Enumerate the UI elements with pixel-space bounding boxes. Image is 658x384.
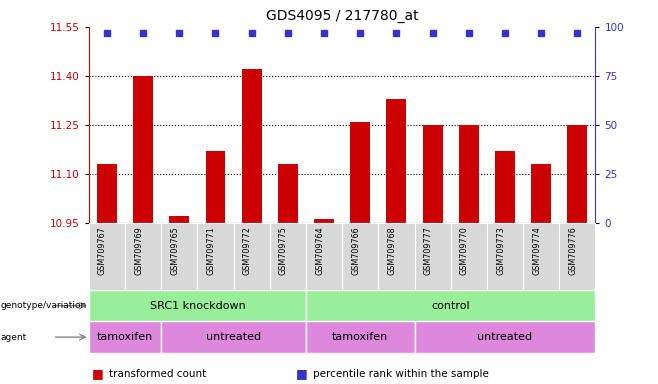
Text: GSM709773: GSM709773 — [496, 226, 505, 275]
Text: tamoxifen: tamoxifen — [97, 332, 153, 342]
Bar — [89, 223, 125, 290]
Bar — [386, 99, 407, 223]
Bar — [205, 151, 226, 223]
Text: GSM709771: GSM709771 — [207, 226, 216, 275]
Text: untreated: untreated — [206, 332, 261, 342]
Bar — [314, 219, 334, 223]
Text: GSM709775: GSM709775 — [279, 226, 288, 275]
Bar — [523, 223, 559, 290]
Bar — [278, 164, 298, 223]
Text: agent: agent — [1, 333, 27, 342]
Bar — [169, 216, 190, 223]
Bar — [350, 122, 370, 223]
Bar — [306, 290, 595, 321]
Text: GSM709768: GSM709768 — [388, 226, 396, 275]
Text: GSM709765: GSM709765 — [170, 226, 179, 275]
Bar — [161, 223, 197, 290]
Text: genotype/variation: genotype/variation — [1, 301, 87, 310]
Text: GSM709770: GSM709770 — [460, 226, 468, 275]
Text: GSM709769: GSM709769 — [134, 226, 143, 275]
Bar — [487, 223, 523, 290]
Text: GSM709777: GSM709777 — [424, 226, 433, 275]
Bar — [531, 164, 551, 223]
Text: tamoxifen: tamoxifen — [332, 332, 388, 342]
Bar — [89, 290, 306, 321]
Bar — [97, 164, 117, 223]
Bar — [89, 321, 161, 353]
Text: GSM709767: GSM709767 — [98, 226, 107, 275]
Bar — [422, 125, 443, 223]
Bar — [270, 223, 306, 290]
Text: ■: ■ — [92, 367, 104, 381]
Bar — [133, 76, 153, 223]
Text: percentile rank within the sample: percentile rank within the sample — [313, 369, 488, 379]
Bar — [306, 321, 415, 353]
Bar — [234, 223, 270, 290]
Text: GSM709774: GSM709774 — [532, 226, 541, 275]
Bar — [567, 125, 588, 223]
Title: GDS4095 / 217780_at: GDS4095 / 217780_at — [266, 9, 418, 23]
Bar — [459, 125, 479, 223]
Text: transformed count: transformed count — [109, 369, 206, 379]
Bar — [125, 223, 161, 290]
Text: control: control — [432, 301, 470, 311]
Bar — [415, 223, 451, 290]
Bar — [161, 321, 306, 353]
Text: SRC1 knockdown: SRC1 knockdown — [149, 301, 245, 311]
Text: GSM709772: GSM709772 — [243, 226, 251, 275]
Bar — [197, 223, 234, 290]
Text: GSM709776: GSM709776 — [569, 226, 578, 275]
Text: untreated: untreated — [478, 332, 532, 342]
Bar — [342, 223, 378, 290]
Bar — [451, 223, 487, 290]
Bar — [415, 321, 595, 353]
Text: GSM709764: GSM709764 — [315, 226, 324, 275]
Bar — [559, 223, 595, 290]
Bar — [306, 223, 342, 290]
Bar — [241, 70, 262, 223]
Bar — [495, 151, 515, 223]
Bar — [378, 223, 415, 290]
Text: GSM709766: GSM709766 — [351, 226, 361, 275]
Text: ■: ■ — [296, 367, 308, 381]
